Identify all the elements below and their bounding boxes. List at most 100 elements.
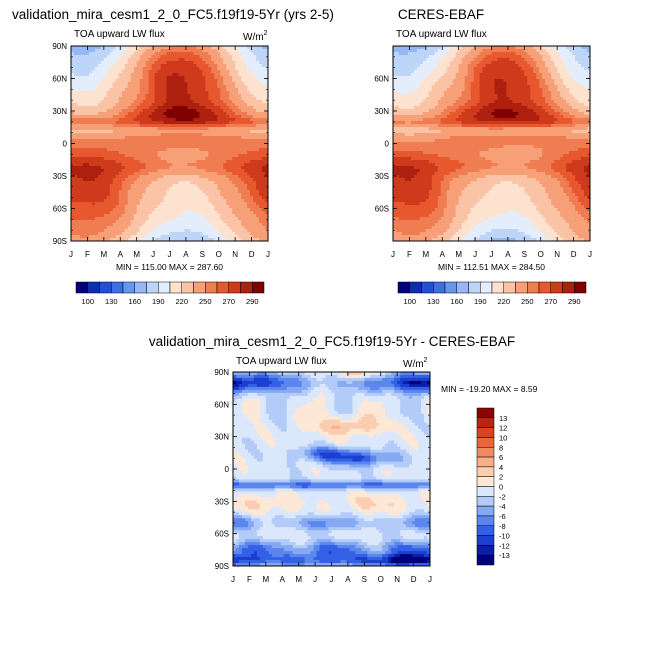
contour-cell <box>238 88 242 92</box>
contour-cell <box>232 127 236 131</box>
contour-cell <box>73 184 78 188</box>
contour-cell <box>71 220 75 224</box>
contour-cell <box>449 64 454 68</box>
contour-cell <box>112 157 117 161</box>
contour-cell <box>226 211 230 215</box>
contour-cell <box>94 121 99 125</box>
contour-cell <box>187 130 191 134</box>
contour-cell <box>250 211 254 215</box>
contour-cell <box>175 178 179 182</box>
contour-cell <box>163 58 167 62</box>
contour-cell <box>244 130 248 134</box>
contour-cell <box>187 199 191 203</box>
contour-cell <box>250 175 254 179</box>
contour-cell <box>103 151 108 155</box>
contour-cell <box>76 61 81 65</box>
contour-cell <box>100 169 105 173</box>
contour-cell <box>118 85 123 89</box>
contour-cell <box>256 232 260 236</box>
contour-cell <box>205 85 209 89</box>
contour-cell <box>196 220 200 224</box>
contour-cell <box>172 85 176 89</box>
contour-cell <box>115 79 120 83</box>
contour-cell <box>536 67 540 71</box>
contour-cell <box>94 148 99 152</box>
contour-cell <box>259 148 263 152</box>
contour-cell <box>82 139 87 143</box>
contour-cell <box>157 175 161 179</box>
contour-cell <box>190 202 194 206</box>
contour-cell <box>91 229 96 233</box>
contour-cell <box>506 55 510 59</box>
contour-cell <box>226 232 230 236</box>
contour-cell <box>76 172 81 176</box>
contour-cell <box>169 55 173 59</box>
contour-cell <box>151 91 155 95</box>
contour-cell <box>247 163 251 167</box>
contour-cell <box>259 175 263 179</box>
contour-cell <box>103 193 108 197</box>
contour-cell <box>181 55 185 59</box>
contour-cell <box>211 208 215 212</box>
contour-cell <box>97 175 102 179</box>
contour-cell <box>187 127 191 131</box>
contour-cell <box>121 49 126 53</box>
contour-cell <box>512 49 516 53</box>
contour-cell <box>103 235 108 239</box>
contour-cell <box>235 82 239 86</box>
contour-cell <box>232 124 236 128</box>
contour-cell <box>145 193 149 197</box>
contour-cell <box>163 169 167 173</box>
contour-cell <box>88 67 93 71</box>
contour-cell <box>130 166 135 170</box>
contour-cell <box>265 115 269 119</box>
contour-cell <box>395 55 400 59</box>
contour-cell <box>163 163 167 167</box>
contour-cell <box>142 97 147 101</box>
contour-cell <box>214 187 218 191</box>
contour-cell <box>172 118 176 122</box>
contour-cell <box>94 217 99 221</box>
contour-cell <box>178 175 182 179</box>
contour-cell <box>91 157 96 161</box>
contour-cell <box>262 184 266 188</box>
contour-cell <box>241 82 245 86</box>
contour-cell <box>103 208 108 212</box>
contour-cell <box>175 223 179 227</box>
contour-cell <box>262 217 266 221</box>
colorbar-swatch <box>240 281 253 294</box>
contour-cell <box>184 190 188 194</box>
contour-cell <box>190 157 194 161</box>
contour-cell <box>434 67 439 71</box>
contour-cell <box>184 70 188 74</box>
contour-cell <box>157 193 161 197</box>
contour-cell <box>115 178 120 182</box>
contour-cell <box>169 160 173 164</box>
contour-cell <box>575 67 579 71</box>
contour-cell <box>73 163 78 167</box>
contour-cell <box>88 229 93 233</box>
contour-cell <box>157 196 161 200</box>
contour-cell <box>112 124 117 128</box>
contour-cell <box>139 127 144 131</box>
contour-cell <box>253 184 257 188</box>
contour-cell <box>109 232 114 236</box>
contour-cell <box>169 181 173 185</box>
contour-cell <box>157 94 161 98</box>
contour-cell <box>115 223 120 227</box>
contour-cell <box>169 121 173 125</box>
contour-cell <box>76 136 81 140</box>
contour-cell <box>181 202 185 206</box>
contour-cell <box>133 67 138 71</box>
contour-cell <box>214 196 218 200</box>
y-tick-label: 30S <box>53 172 67 181</box>
contour-cell <box>136 103 141 107</box>
contour-cell <box>181 133 185 137</box>
contour-cell <box>250 97 254 101</box>
contour-cell <box>196 109 200 113</box>
contour-cell <box>247 46 251 50</box>
contour-cell <box>530 46 534 50</box>
contour-cell <box>94 49 99 53</box>
contour-cell <box>467 55 471 59</box>
contour-cell <box>124 85 129 89</box>
